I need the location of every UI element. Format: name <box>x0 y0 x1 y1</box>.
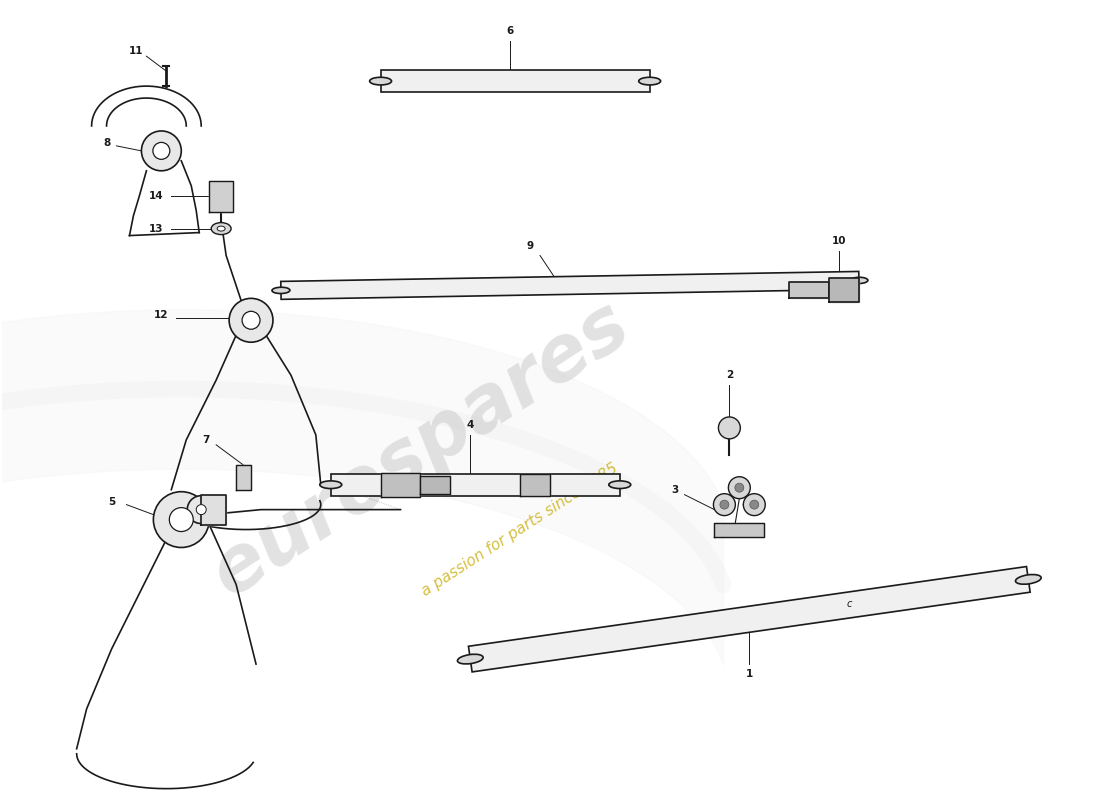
Text: 6: 6 <box>506 26 514 36</box>
Polygon shape <box>209 181 233 212</box>
Polygon shape <box>331 474 619 496</box>
Polygon shape <box>381 473 420 497</box>
Circle shape <box>153 492 209 547</box>
Circle shape <box>187 496 216 523</box>
Circle shape <box>153 142 169 159</box>
Polygon shape <box>469 566 1031 672</box>
Polygon shape <box>236 465 251 490</box>
Circle shape <box>728 477 750 498</box>
Circle shape <box>242 311 260 330</box>
Text: 13: 13 <box>150 223 164 234</box>
Circle shape <box>750 500 759 509</box>
Text: 12: 12 <box>154 310 168 320</box>
Polygon shape <box>714 522 764 537</box>
Text: 1: 1 <box>746 669 752 679</box>
Circle shape <box>744 494 766 515</box>
Polygon shape <box>520 474 550 496</box>
Text: a passion for parts since 1985: a passion for parts since 1985 <box>419 460 622 598</box>
Polygon shape <box>280 271 859 299</box>
Circle shape <box>229 298 273 342</box>
Text: 10: 10 <box>832 235 846 246</box>
Text: 7: 7 <box>202 435 210 445</box>
Text: 2: 2 <box>726 370 733 380</box>
Text: 4: 4 <box>466 420 474 430</box>
Ellipse shape <box>217 226 226 231</box>
Circle shape <box>719 500 729 509</box>
Polygon shape <box>381 70 650 92</box>
Text: 14: 14 <box>150 190 164 201</box>
Ellipse shape <box>272 287 290 294</box>
Text: 8: 8 <box>103 138 110 148</box>
Circle shape <box>714 494 736 515</box>
Text: c: c <box>846 599 851 610</box>
Polygon shape <box>829 278 859 302</box>
Ellipse shape <box>320 481 342 489</box>
Ellipse shape <box>608 481 630 489</box>
Circle shape <box>196 505 206 514</box>
Text: 11: 11 <box>129 46 144 56</box>
Text: 5: 5 <box>108 497 115 506</box>
Ellipse shape <box>850 278 868 283</box>
Ellipse shape <box>370 78 392 85</box>
Circle shape <box>142 131 182 170</box>
Ellipse shape <box>211 222 231 234</box>
Circle shape <box>718 417 740 439</box>
Text: eurospares: eurospares <box>198 287 644 612</box>
Circle shape <box>735 483 744 492</box>
Text: 9: 9 <box>527 241 534 250</box>
Circle shape <box>169 508 194 531</box>
Polygon shape <box>201 494 227 525</box>
Polygon shape <box>789 282 829 298</box>
Polygon shape <box>420 476 450 494</box>
Ellipse shape <box>639 78 661 85</box>
Ellipse shape <box>1015 574 1042 584</box>
Ellipse shape <box>458 654 483 664</box>
Text: 3: 3 <box>671 485 679 494</box>
